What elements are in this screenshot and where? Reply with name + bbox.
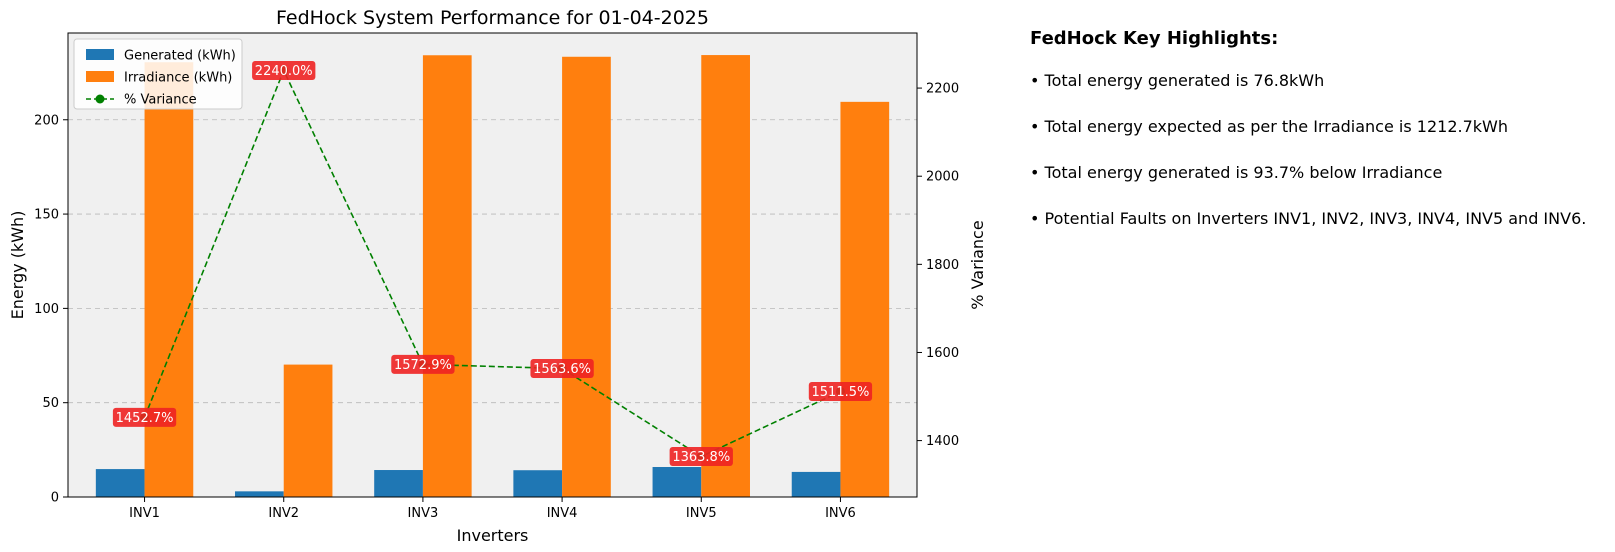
x-axis: INV1 INV2 INV3 INV4 INV5 INV6 bbox=[129, 497, 856, 521]
variance-label-box bbox=[669, 447, 733, 467]
variance-label-box bbox=[252, 60, 316, 80]
highlight-item: • Potential Faults on Inverters INV1, IN… bbox=[1030, 209, 1587, 228]
legend-label: Generated (kWh) bbox=[124, 49, 236, 64]
variance-label-box bbox=[391, 354, 455, 374]
x-tick-label: INV1 bbox=[129, 506, 160, 521]
y2-axis-label: % Variance bbox=[968, 220, 987, 309]
variance-label: 1511.5% bbox=[812, 385, 870, 400]
chart-title: FedHock System Performance for 01-04-202… bbox=[276, 7, 709, 29]
variance-label: 1572.9% bbox=[394, 358, 452, 373]
x-tick-label: INV4 bbox=[547, 506, 578, 521]
irradiance-bar bbox=[701, 55, 750, 497]
variance-label: 2240.0% bbox=[255, 64, 313, 79]
x-tick-label: INV2 bbox=[268, 506, 299, 521]
y2-tick-label: 2200 bbox=[926, 82, 959, 97]
variance-label: 1563.6% bbox=[533, 362, 591, 377]
variance-label-box bbox=[530, 359, 594, 379]
generated-bar bbox=[791, 471, 841, 497]
plot-area bbox=[68, 33, 917, 497]
legend-label: % Variance bbox=[124, 93, 197, 108]
right-axis: 1400 1600 1800 2000 2200 bbox=[917, 82, 959, 449]
y-axis-label: Energy (kWh) bbox=[8, 211, 27, 320]
variance-label-box bbox=[808, 381, 873, 401]
y2-tick-label: 1400 bbox=[926, 434, 959, 449]
highlights-title: FedHock Key Highlights: bbox=[1030, 28, 1279, 49]
plot-frame bbox=[67, 32, 918, 498]
x-tick-label: INV3 bbox=[408, 506, 439, 521]
generated-bar bbox=[652, 467, 702, 497]
x-axis-label: Inverters bbox=[457, 526, 529, 545]
legend-swatch-irradiance bbox=[86, 71, 114, 82]
x-tick-label: INV6 bbox=[825, 506, 856, 521]
y-tick-label: 50 bbox=[42, 396, 59, 411]
y-tick-label: 150 bbox=[34, 208, 59, 223]
legend: Generated (kWh) Irradiance (kWh) % Varianc… bbox=[73, 38, 243, 110]
irradiance-bar bbox=[562, 56, 611, 497]
highlight-item: • Total energy generated is 76.8kWh bbox=[1030, 71, 1325, 90]
left-axis: 0 50 100 150 200 bbox=[34, 113, 68, 506]
generated-bar bbox=[513, 470, 563, 497]
irradiance-bar bbox=[422, 55, 472, 498]
legend-marker-variance bbox=[95, 94, 105, 104]
generated-bar bbox=[374, 470, 423, 497]
legend-label: Irradiance (kWh) bbox=[124, 71, 232, 86]
variance-label-box bbox=[112, 407, 177, 427]
variance-line-path bbox=[143, 68, 841, 458]
irradiance-bar bbox=[283, 364, 333, 497]
irradiance-bar bbox=[144, 62, 194, 497]
x-tick-label: INV5 bbox=[686, 506, 717, 521]
highlights-list: • Total energy generated is 76.8kWh • To… bbox=[1030, 71, 1610, 255]
variance-label: 1363.8% bbox=[672, 450, 730, 465]
variance-label: 1452.7% bbox=[116, 411, 174, 426]
y-tick-label: 0 bbox=[51, 491, 59, 506]
legend-box bbox=[73, 38, 243, 110]
generated-bar bbox=[95, 469, 145, 497]
generated-bar bbox=[235, 491, 284, 497]
key-highlights-panel: FedHock Key Highlights: • Total energy g… bbox=[1030, 28, 1610, 255]
y2-tick-label: 1600 bbox=[926, 346, 959, 361]
highlight-item: • Total energy expected as per the Irrad… bbox=[1030, 117, 1508, 136]
y2-tick-label: 2000 bbox=[926, 170, 959, 185]
y-tick-label: 200 bbox=[34, 113, 59, 128]
legend-swatch-generated bbox=[86, 49, 114, 60]
performance-chart: 1452.7% 2240.0% 1572.9% 1563.6% 1363.8% 1511.… bbox=[8, 7, 987, 545]
y-tick-label: 100 bbox=[34, 302, 59, 317]
highlight-item: • Total energy generated is 93.7% below … bbox=[1030, 163, 1443, 182]
bars bbox=[95, 55, 890, 498]
variance-labels: 1452.7% 2240.0% 1572.9% 1563.6% 1363.8% 1511.… bbox=[112, 60, 873, 467]
y2-tick-label: 1800 bbox=[926, 258, 959, 273]
irradiance-bar bbox=[840, 101, 890, 498]
